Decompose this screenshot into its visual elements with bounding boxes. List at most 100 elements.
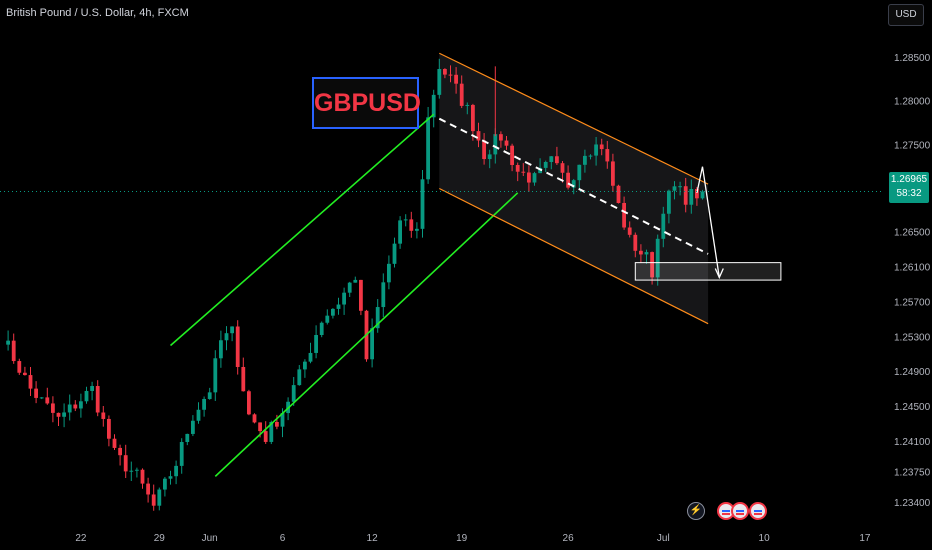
candle xyxy=(370,318,374,368)
candle xyxy=(84,386,89,404)
candle xyxy=(667,189,671,224)
candle-body xyxy=(28,375,33,389)
candle-body xyxy=(437,69,442,95)
lightning-icon[interactable]: ⚡ xyxy=(687,502,705,520)
candle xyxy=(6,330,10,351)
candle xyxy=(678,181,682,196)
y-tick-label: 1.28500 xyxy=(894,53,931,64)
candle-body xyxy=(23,372,27,376)
candle-body xyxy=(616,185,621,203)
candle-body xyxy=(275,421,279,427)
candle xyxy=(325,309,330,325)
candle xyxy=(191,415,195,437)
candle xyxy=(566,165,570,190)
candle-body xyxy=(420,179,425,229)
candle-body xyxy=(303,361,307,370)
candle-body xyxy=(622,202,626,228)
candle-body xyxy=(291,385,296,402)
candle xyxy=(28,367,33,396)
candle-body xyxy=(17,361,22,373)
candle xyxy=(275,414,279,430)
y-tick-label: 1.23400 xyxy=(894,498,931,509)
candle-body xyxy=(599,144,604,150)
candle-body xyxy=(258,422,262,432)
candle-body xyxy=(510,145,514,165)
candle-body xyxy=(353,279,358,283)
x-tick-label: Jun xyxy=(202,533,218,544)
candle-body xyxy=(644,252,649,255)
price-axis[interactable]: 1.28500 1.28000 1.27500 1.26500 1.26100 1.257… xyxy=(894,53,931,509)
us-flag-icon[interactable] xyxy=(749,502,767,520)
time-axis[interactable]: 22 29 Jun 6 12 19 26 Jul 10 17 xyxy=(75,533,871,544)
candle-body xyxy=(583,155,587,165)
candle xyxy=(577,164,582,189)
falling-channel-line[interactable] xyxy=(439,187,709,325)
target-zone[interactable] xyxy=(634,262,782,281)
rising-channel-line[interactable] xyxy=(169,113,435,347)
candle xyxy=(650,251,654,285)
candle-body xyxy=(151,494,156,506)
y-tick-label: 1.24100 xyxy=(894,437,931,448)
candle-body xyxy=(319,322,324,336)
candle xyxy=(342,287,346,315)
candle-body xyxy=(387,263,391,283)
candle-body xyxy=(163,478,167,490)
candle-body xyxy=(95,386,100,413)
candle xyxy=(168,470,173,485)
candle xyxy=(34,381,38,404)
candle xyxy=(95,380,100,417)
falling-channel-line[interactable] xyxy=(439,52,709,185)
candle xyxy=(67,394,72,421)
candle-body xyxy=(426,117,430,180)
candle-body xyxy=(146,483,150,495)
candle xyxy=(448,65,453,83)
candle xyxy=(146,477,150,503)
y-tick-label: 1.26100 xyxy=(894,263,931,274)
candle-body xyxy=(247,391,251,415)
current-price-tag: 1.26965 58:32 xyxy=(889,172,929,203)
candle xyxy=(174,460,178,485)
candle-body xyxy=(118,447,122,456)
candle xyxy=(392,237,397,268)
channel-midline[interactable] xyxy=(438,117,709,255)
us-flag-icon[interactable] xyxy=(731,502,749,520)
candle xyxy=(543,160,548,173)
candle xyxy=(375,299,380,333)
candle xyxy=(303,359,307,378)
candle xyxy=(644,249,649,264)
candle-body xyxy=(633,234,638,251)
candle xyxy=(112,434,117,451)
x-tick-label: 22 xyxy=(75,533,87,544)
candle-body xyxy=(56,412,61,417)
candle xyxy=(515,162,520,182)
candle-body xyxy=(6,340,10,345)
y-tick-label: 1.25700 xyxy=(894,297,931,308)
candle-body xyxy=(555,156,559,164)
candle-body xyxy=(443,69,447,75)
candle xyxy=(689,179,694,214)
candle-body xyxy=(224,333,229,341)
candle xyxy=(616,184,621,204)
x-tick-label: Jul xyxy=(657,533,670,544)
candle-body xyxy=(499,134,503,141)
candle xyxy=(196,402,201,424)
drawing-layer[interactable] xyxy=(0,52,884,477)
candle xyxy=(605,140,610,169)
candle-body xyxy=(527,172,531,183)
candle xyxy=(611,153,615,192)
candle xyxy=(23,366,27,376)
candle-body xyxy=(45,397,50,404)
candle-body xyxy=(577,164,582,181)
candle-body xyxy=(174,465,178,477)
candle-body xyxy=(560,163,565,173)
x-tick-label: 19 xyxy=(456,533,468,544)
candle-body xyxy=(672,186,677,191)
projection-path[interactable] xyxy=(696,166,720,278)
rising-channel-line[interactable] xyxy=(214,192,519,477)
candle xyxy=(224,326,229,351)
candle-body xyxy=(409,219,414,231)
candle xyxy=(11,333,16,364)
candle xyxy=(454,67,458,94)
currency-button[interactable]: USD xyxy=(888,4,924,26)
